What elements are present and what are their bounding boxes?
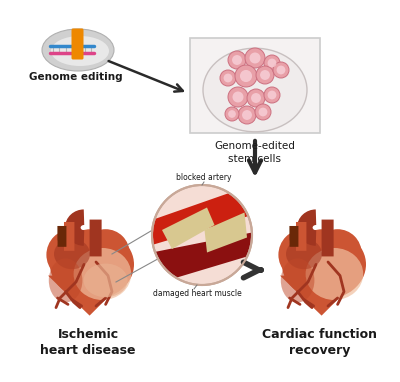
Circle shape — [82, 229, 130, 277]
Ellipse shape — [50, 229, 134, 299]
Text: Genome editing: Genome editing — [29, 72, 123, 82]
Circle shape — [268, 58, 276, 67]
Circle shape — [256, 66, 274, 84]
Circle shape — [277, 66, 285, 74]
Polygon shape — [152, 233, 252, 285]
Circle shape — [259, 108, 267, 117]
Ellipse shape — [74, 248, 131, 300]
Circle shape — [278, 229, 330, 280]
Circle shape — [314, 229, 362, 277]
Circle shape — [228, 51, 246, 69]
Ellipse shape — [42, 29, 114, 71]
Text: Genome-edited
stem cells: Genome-edited stem cells — [214, 141, 296, 164]
Circle shape — [232, 92, 244, 102]
Circle shape — [228, 87, 248, 107]
Polygon shape — [204, 212, 247, 253]
Circle shape — [255, 104, 271, 120]
Circle shape — [232, 55, 242, 65]
Ellipse shape — [54, 239, 90, 269]
Ellipse shape — [203, 48, 307, 132]
Polygon shape — [280, 275, 362, 316]
Text: blocked artery: blocked artery — [176, 173, 232, 182]
Circle shape — [235, 65, 257, 87]
Text: Cardiac function
recovery: Cardiac function recovery — [262, 329, 378, 358]
Circle shape — [152, 185, 252, 285]
Circle shape — [250, 52, 260, 63]
Ellipse shape — [84, 264, 128, 297]
Polygon shape — [48, 275, 130, 316]
Polygon shape — [162, 207, 214, 249]
Circle shape — [228, 110, 236, 118]
Ellipse shape — [49, 258, 82, 303]
Ellipse shape — [51, 36, 109, 66]
FancyBboxPatch shape — [290, 226, 294, 240]
Circle shape — [220, 70, 236, 86]
Circle shape — [260, 70, 270, 80]
Circle shape — [225, 107, 239, 121]
FancyBboxPatch shape — [72, 29, 84, 60]
Circle shape — [240, 70, 252, 82]
FancyBboxPatch shape — [64, 222, 74, 251]
Circle shape — [264, 87, 280, 103]
Ellipse shape — [286, 239, 322, 269]
Circle shape — [247, 89, 265, 107]
Circle shape — [238, 106, 256, 124]
FancyBboxPatch shape — [290, 226, 298, 247]
FancyBboxPatch shape — [296, 222, 306, 251]
FancyBboxPatch shape — [58, 226, 66, 247]
Ellipse shape — [281, 258, 314, 303]
FancyBboxPatch shape — [322, 220, 334, 256]
Text: damaged heart muscle: damaged heart muscle — [153, 289, 241, 298]
Circle shape — [46, 229, 98, 280]
Circle shape — [245, 48, 265, 68]
Circle shape — [264, 55, 280, 71]
Circle shape — [224, 74, 232, 83]
FancyBboxPatch shape — [190, 37, 320, 133]
Text: Ischemic
heart disease: Ischemic heart disease — [40, 329, 136, 358]
Circle shape — [242, 110, 252, 120]
FancyBboxPatch shape — [90, 220, 102, 256]
Circle shape — [251, 93, 261, 103]
Circle shape — [268, 91, 276, 99]
Ellipse shape — [282, 229, 366, 299]
FancyBboxPatch shape — [58, 226, 62, 240]
Ellipse shape — [306, 248, 363, 300]
Circle shape — [273, 62, 289, 78]
Polygon shape — [152, 185, 252, 245]
